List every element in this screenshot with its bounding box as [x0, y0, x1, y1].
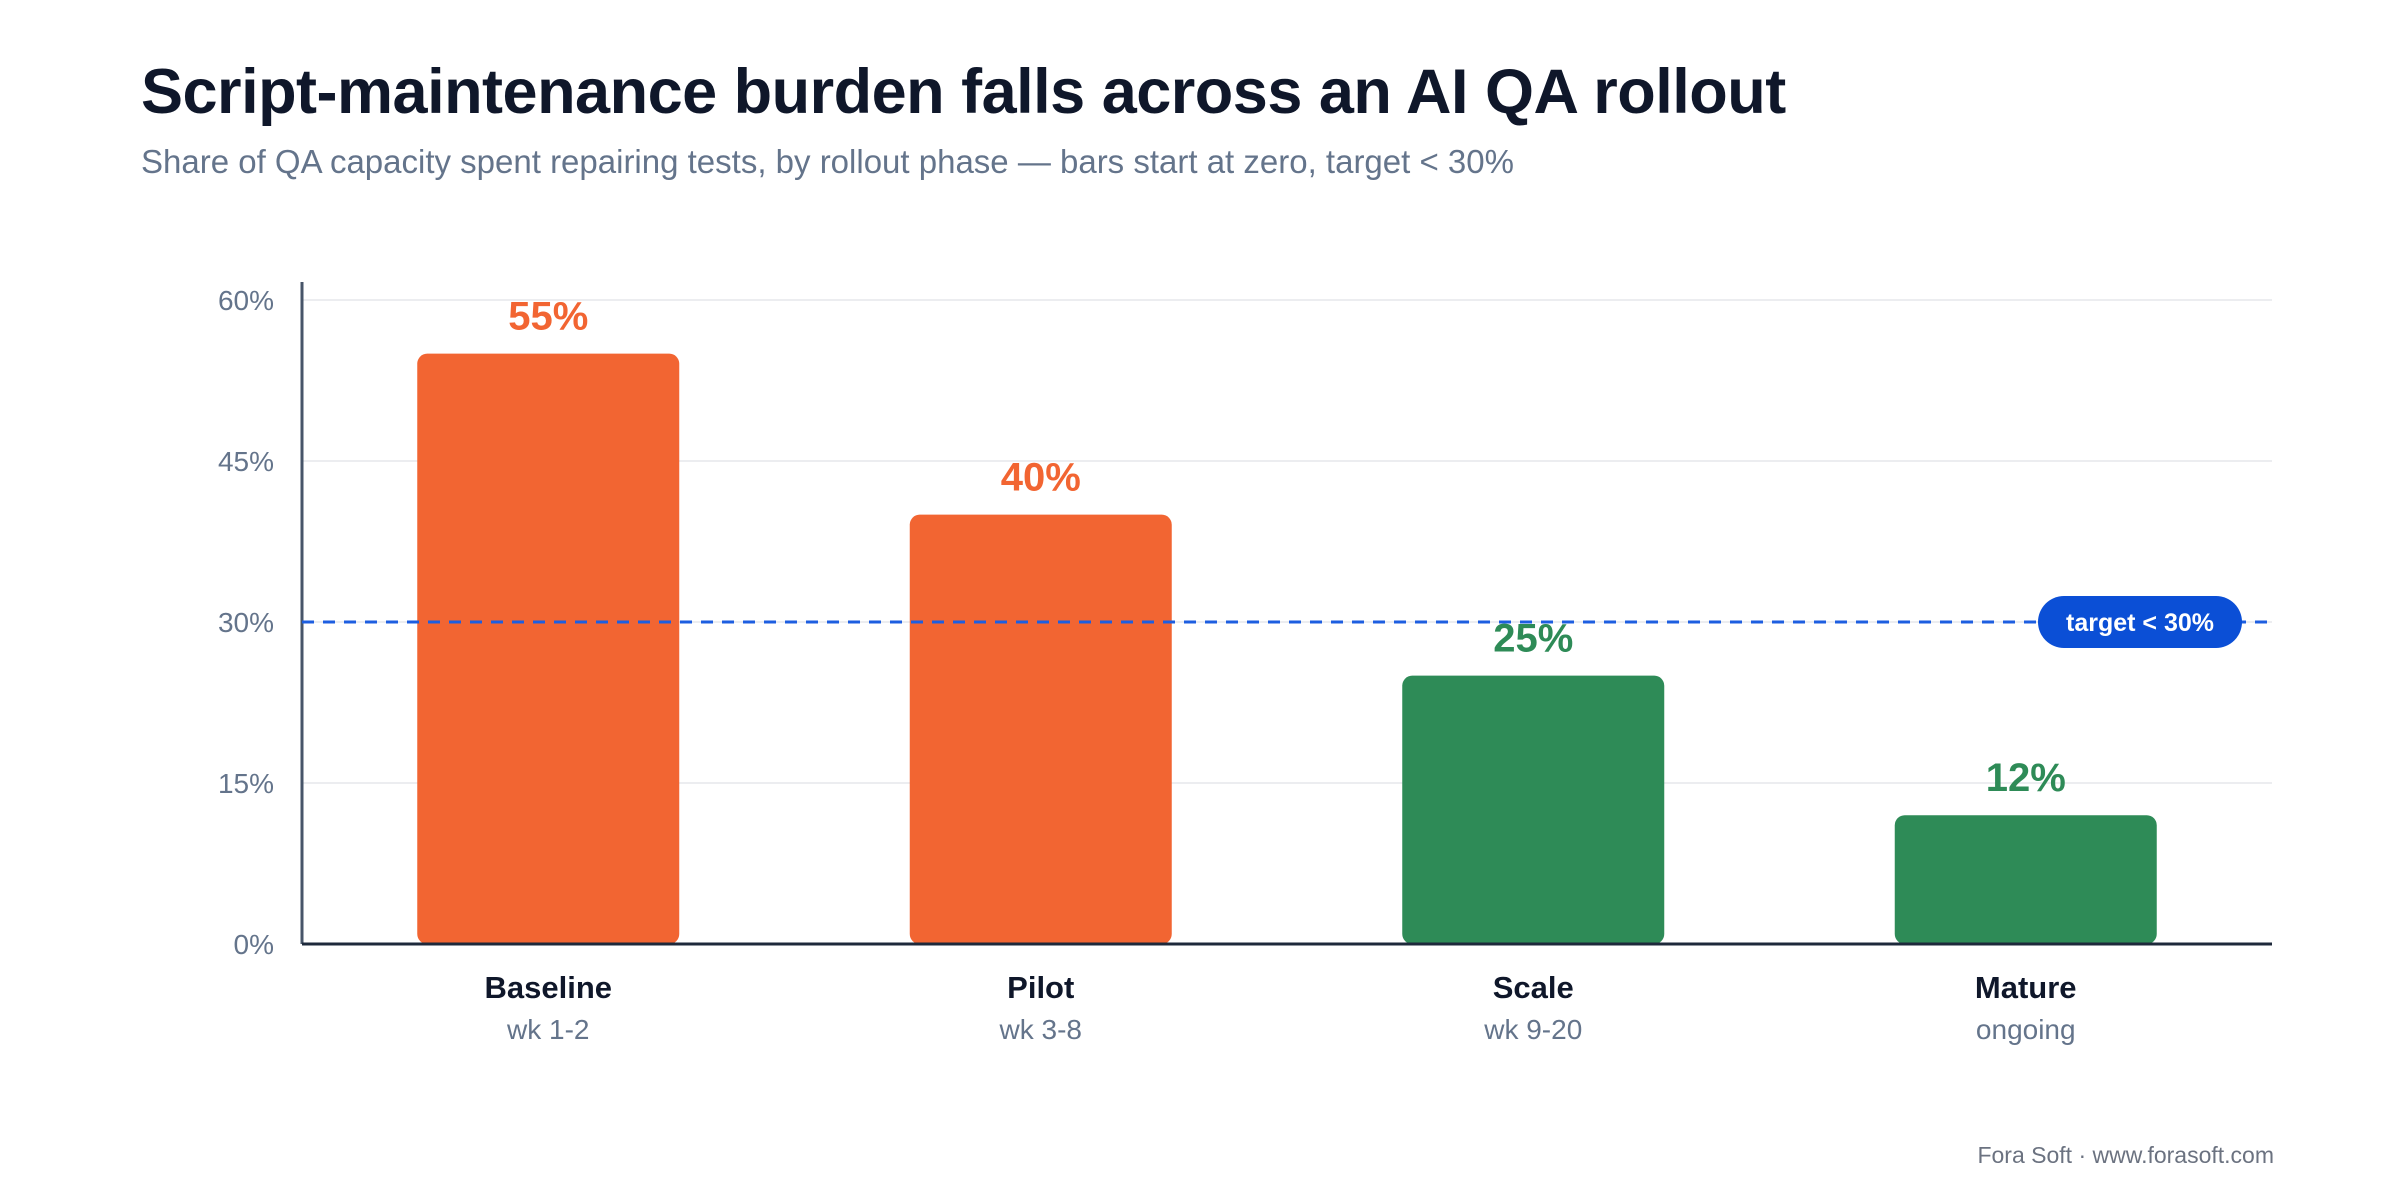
- data-label: 40%: [1001, 456, 1081, 500]
- data-label: 55%: [508, 295, 588, 339]
- data-label: 25%: [1493, 617, 1573, 661]
- chart-title: Script-maintenance burden falls across a…: [141, 57, 1786, 127]
- footer-credit: Fora Soft · www.forasoft.com: [1977, 1142, 2274, 1168]
- data-label: 12%: [1986, 756, 2066, 800]
- y-tick-label: 30%: [218, 607, 274, 638]
- x-tick-sublabel: wk 1-2: [506, 1014, 589, 1045]
- x-tick-label: Pilot: [1007, 970, 1074, 1005]
- bar: [1402, 675, 1665, 944]
- x-tick-label: Baseline: [484, 970, 612, 1005]
- y-tick-label: 15%: [218, 768, 274, 799]
- y-tick-label: 60%: [218, 285, 274, 316]
- bar: [909, 514, 1172, 944]
- x-tick-sublabel: wk 3-8: [999, 1014, 1082, 1045]
- target-badge: [2038, 596, 2242, 648]
- x-tick-label: Mature: [1975, 970, 2077, 1005]
- bar: [1894, 815, 2157, 944]
- chart-subtitle: Share of QA capacity spent repairing tes…: [141, 143, 1514, 180]
- bar: [417, 353, 680, 945]
- x-tick-sublabel: wk 9-20: [1483, 1014, 1582, 1045]
- x-tick-sublabel: ongoing: [1976, 1014, 2076, 1045]
- y-tick-label: 45%: [218, 446, 274, 477]
- x-tick-label: Scale: [1493, 970, 1574, 1005]
- y-tick-label: 0%: [234, 929, 274, 960]
- target-label: target < 30%: [2066, 609, 2214, 637]
